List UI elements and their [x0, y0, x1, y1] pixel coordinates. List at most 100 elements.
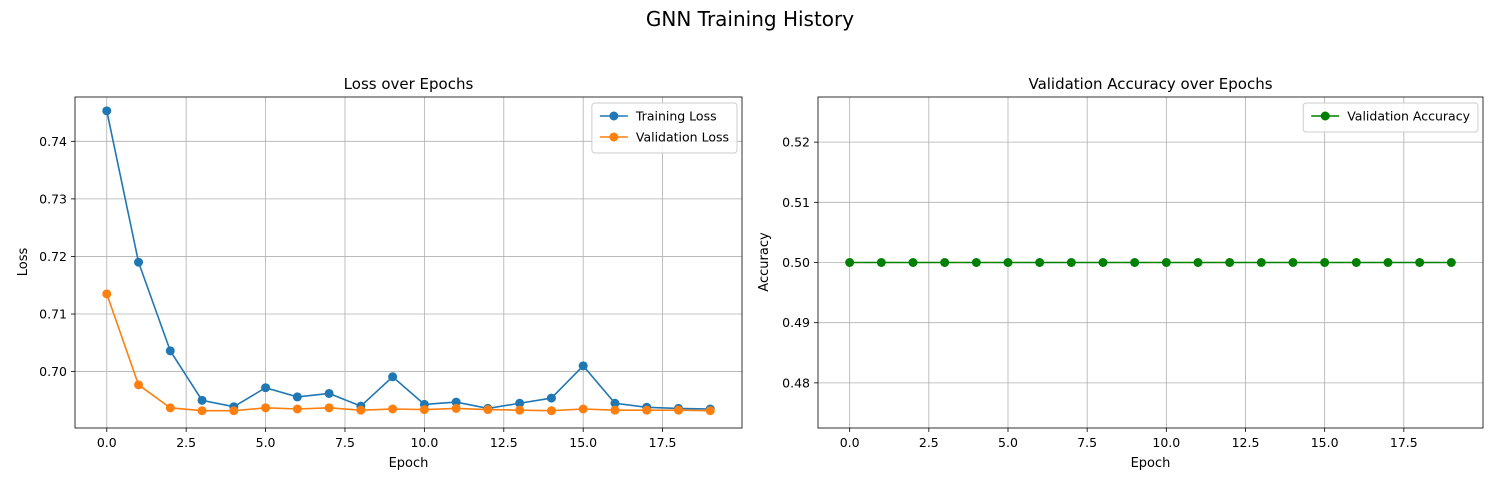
- training-loss-point: [578, 361, 588, 371]
- accuracy-x-tick-label: 7.5: [1077, 435, 1097, 450]
- validation-loss-point: [642, 405, 652, 415]
- validation-loss-point: [610, 405, 620, 415]
- accuracy-x-tick-label: 17.5: [1390, 435, 1418, 450]
- accuracy-x-ticks: 0.0 2.5 5.0 7.5 10.0 12.5 15.0 17.5: [840, 428, 1418, 450]
- accuracy-y-tick-label: 0.49: [782, 315, 810, 330]
- accuracy-y-tick-label: 0.51: [782, 195, 810, 210]
- validation-accuracy-point: [1193, 258, 1203, 267]
- loss-x-tick-label: 5.0: [256, 435, 276, 450]
- accuracy-plot-frame: [817, 96, 1484, 429]
- accuracy-y-tick-label: 0.50: [782, 255, 810, 270]
- validation-loss-point: [197, 406, 207, 416]
- loss-chart-title: Loss over Epochs: [344, 75, 474, 93]
- training-loss-point: [388, 372, 398, 382]
- validation-accuracy-point: [1256, 258, 1266, 267]
- validation-loss-legend-label: Validation Loss: [636, 130, 729, 145]
- accuracy-chart-title: Validation Accuracy over Epochs: [1028, 75, 1272, 93]
- accuracy-x-tick-label: 12.5: [1232, 435, 1260, 450]
- training-loss-point: [261, 383, 271, 393]
- loss-y-tick-label: 0.74: [39, 134, 67, 149]
- validation-accuracy-point: [908, 258, 918, 267]
- loss-series: [102, 106, 715, 416]
- validation-loss-legend-marker: [609, 132, 619, 142]
- loss-x-tick-label: 2.5: [176, 435, 196, 450]
- validation-accuracy-legend-label: Validation Accuracy: [1347, 109, 1470, 124]
- training-loss-point: [546, 393, 556, 403]
- validation-loss-point: [673, 405, 683, 415]
- validation-loss-point: [324, 403, 334, 413]
- loss-x-tick-label: 17.5: [649, 435, 677, 450]
- validation-accuracy-point: [1446, 258, 1456, 267]
- accuracy-series: [845, 258, 1456, 267]
- validation-loss-line: [106, 293, 711, 412]
- validation-accuracy-point: [1351, 258, 1361, 267]
- training-loss-point: [610, 398, 620, 408]
- accuracy-x-axis-label: Epoch: [1131, 456, 1171, 471]
- validation-loss-point: [578, 404, 588, 414]
- validation-accuracy-point: [971, 258, 981, 267]
- validation-accuracy-point: [1383, 258, 1393, 267]
- training-loss-point: [165, 346, 175, 356]
- validation-accuracy-point: [1225, 258, 1235, 267]
- loss-y-tick-label: 0.70: [39, 364, 67, 379]
- validation-accuracy-point: [1066, 258, 1076, 267]
- accuracy-legend: Validation Accuracy: [1302, 102, 1479, 133]
- accuracy-x-tick-label: 0.0: [840, 435, 860, 450]
- validation-loss-point: [134, 380, 144, 390]
- loss-chart-panel: Loss over Epochs Epoch Loss 0.0 2.5 5.0 7.5…: [16, 75, 743, 471]
- loss-x-tick-label: 12.5: [490, 435, 518, 450]
- loss-x-ticks: 0.0 2.5 5.0 7.5 10.0 12.5 15.0 17.5: [97, 428, 677, 450]
- validation-accuracy-point: [1130, 258, 1140, 267]
- validation-accuracy-point: [1161, 258, 1171, 267]
- validation-loss-point: [356, 405, 366, 415]
- loss-plot-frame: [74, 96, 743, 429]
- validation-accuracy-legend-marker: [1320, 111, 1330, 121]
- accuracy-x-tick-label: 5.0: [998, 435, 1018, 450]
- training-loss-point: [197, 395, 207, 405]
- validation-accuracy-point: [1415, 258, 1425, 267]
- validation-loss-point: [229, 406, 239, 416]
- training-loss-point: [134, 257, 144, 267]
- validation-loss-point: [292, 404, 302, 414]
- accuracy-legend-box: [1302, 102, 1479, 133]
- validation-accuracy-point: [845, 258, 855, 267]
- training-loss-line: [105, 110, 711, 410]
- accuracy-x-tick-label: 15.0: [1311, 435, 1339, 450]
- validation-accuracy-point: [1003, 258, 1013, 267]
- validation-accuracy-point: [940, 258, 950, 267]
- validation-loss-point: [165, 403, 175, 413]
- loss-x-tick-label: 7.5: [335, 435, 355, 450]
- training-loss-point: [515, 398, 525, 408]
- loss-y-ticks: 0.70 0.71 0.72 0.73 0.74: [39, 134, 75, 379]
- loss-y-tick-label: 0.73: [39, 191, 67, 206]
- training-loss-point: [451, 397, 461, 407]
- validation-loss-point: [419, 405, 429, 415]
- validation-loss-point: [451, 403, 461, 413]
- training-loss-legend-marker: [609, 111, 619, 121]
- training-loss-point: [102, 106, 112, 116]
- training-loss-point: [292, 392, 302, 402]
- validation-loss-point: [261, 403, 271, 413]
- loss-y-tick-label: 0.71: [39, 307, 67, 322]
- figure-title: GNN Training History: [646, 7, 854, 31]
- validation-accuracy-point: [1320, 258, 1330, 267]
- accuracy-y-tick-label: 0.48: [782, 375, 810, 390]
- loss-y-tick-label: 0.72: [39, 249, 67, 264]
- accuracy-chart-panel: Validation Accuracy over Epochs Epoch Ac…: [757, 75, 1484, 471]
- accuracy-y-axis-label: Accuracy: [757, 232, 772, 292]
- accuracy-y-tick-label: 0.52: [782, 135, 810, 150]
- loss-legend-box: [591, 102, 738, 154]
- accuracy-x-tick-label: 2.5: [919, 435, 939, 450]
- loss-legend: Training Loss Validation Loss: [591, 102, 738, 154]
- validation-accuracy-point: [1288, 258, 1298, 267]
- loss-x-axis-label: Epoch: [389, 456, 429, 471]
- accuracy-x-tick-label: 10.0: [1152, 435, 1180, 450]
- validation-loss-point: [102, 289, 112, 299]
- validation-accuracy-point: [1098, 258, 1108, 267]
- validation-loss-point: [515, 405, 525, 415]
- loss-y-axis-label: Loss: [16, 248, 31, 277]
- training-loss-legend-label: Training Loss: [635, 109, 717, 124]
- validation-loss-point: [388, 404, 398, 414]
- validation-loss-point: [705, 406, 715, 416]
